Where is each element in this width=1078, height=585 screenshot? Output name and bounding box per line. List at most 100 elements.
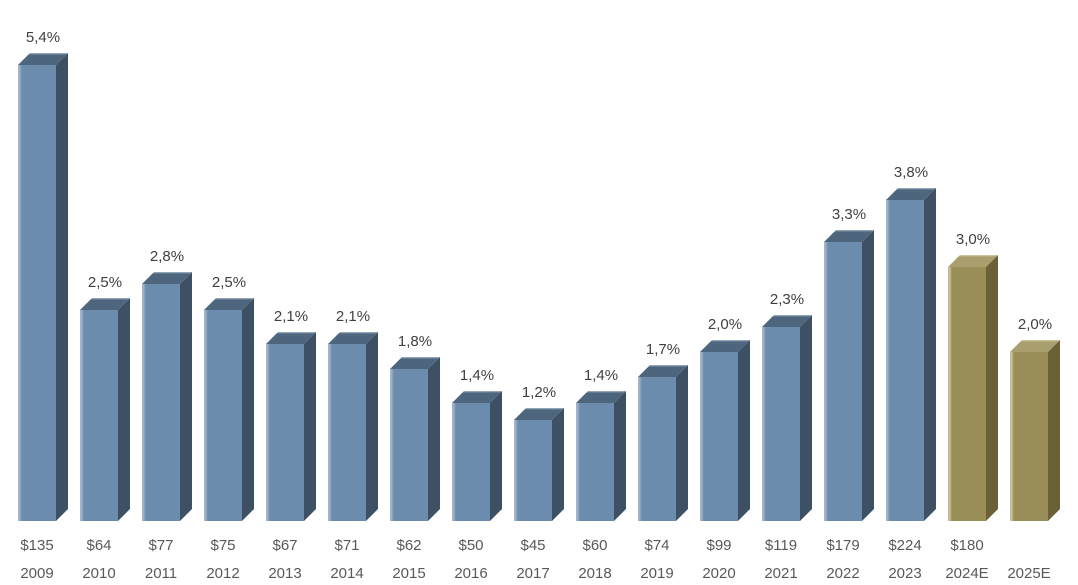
bar-3d bbox=[948, 255, 998, 521]
value-label: $135 bbox=[20, 537, 54, 554]
value-label: $74 bbox=[644, 537, 670, 554]
pct-label: 2,5% bbox=[87, 274, 123, 291]
bar-top-face bbox=[700, 340, 750, 352]
bar-top-face bbox=[824, 230, 874, 242]
pct-label: 1,2% bbox=[521, 384, 557, 401]
bar-top-face bbox=[80, 298, 130, 310]
pct-label: 3,3% bbox=[831, 206, 867, 223]
bar-side-face bbox=[986, 255, 998, 521]
year-label: 2012 bbox=[206, 565, 240, 582]
bar-3d bbox=[886, 188, 936, 521]
year-label: 2016 bbox=[454, 565, 488, 582]
year-label: 2020 bbox=[702, 565, 736, 582]
year-label: 2022 bbox=[826, 565, 860, 582]
bar-3d bbox=[390, 357, 440, 521]
bar-top-face bbox=[576, 391, 626, 403]
bar-front-face bbox=[948, 267, 986, 521]
value-label: $179 bbox=[826, 537, 860, 554]
bar-front-face bbox=[452, 403, 490, 521]
bar-top-face bbox=[514, 408, 564, 420]
bar-front-face bbox=[762, 327, 800, 521]
bar-front-face bbox=[18, 65, 56, 521]
pct-label: 2,0% bbox=[1017, 316, 1053, 333]
bar-3d bbox=[18, 53, 68, 521]
pct-label: 3,0% bbox=[955, 231, 991, 248]
year-label: 2025E bbox=[1007, 565, 1051, 582]
value-label: $60 bbox=[582, 537, 608, 554]
bar-front-face bbox=[700, 352, 738, 521]
bar-side-face bbox=[614, 391, 626, 521]
bar-side-face bbox=[56, 53, 68, 521]
bar-front-face bbox=[328, 344, 366, 521]
bar-front-face bbox=[266, 344, 304, 521]
year-label: 2011 bbox=[144, 565, 178, 582]
value-label: $50 bbox=[458, 537, 484, 554]
year-label: 2009 bbox=[20, 565, 54, 582]
value-label: $64 bbox=[86, 537, 112, 554]
bar-side-face bbox=[924, 188, 936, 521]
bar-side-face bbox=[180, 272, 192, 521]
bar-top-face bbox=[328, 332, 378, 344]
bar-3d bbox=[638, 365, 688, 521]
year-label: 2019 bbox=[640, 565, 674, 582]
pct-label: 2,5% bbox=[211, 274, 247, 291]
year-label: 2010 bbox=[82, 565, 116, 582]
value-label: $45 bbox=[520, 537, 546, 554]
bar-front-face bbox=[1010, 352, 1048, 521]
bar-side-face bbox=[738, 340, 750, 521]
value-label: $75 bbox=[210, 537, 236, 554]
year-label: 2023 bbox=[888, 565, 922, 582]
value-label: $71 bbox=[334, 537, 360, 554]
bar-top-face bbox=[886, 188, 936, 200]
bar-front-face bbox=[204, 310, 242, 521]
bar-side-face bbox=[118, 298, 130, 521]
bar-front-face bbox=[638, 377, 676, 521]
pct-label: 2,1% bbox=[273, 308, 309, 325]
bar-top-face bbox=[142, 272, 192, 284]
pct-label: 1,7% bbox=[645, 341, 681, 358]
bar-side-face bbox=[366, 332, 378, 521]
bar-front-face bbox=[576, 403, 614, 521]
year-label: 2015 bbox=[392, 565, 426, 582]
bar-front-face bbox=[514, 420, 552, 521]
value-label: $62 bbox=[396, 537, 422, 554]
bar-front-face bbox=[824, 242, 862, 521]
bar-side-face bbox=[490, 391, 502, 521]
bar-side-face bbox=[304, 332, 316, 521]
year-label: 2021 bbox=[764, 565, 798, 582]
bar-3d bbox=[328, 332, 378, 521]
year-label: 2024E bbox=[945, 565, 989, 582]
year-label: 2013 bbox=[268, 565, 302, 582]
bar-side-face bbox=[862, 230, 874, 521]
year-label: 2017 bbox=[516, 565, 550, 582]
bar-top-face bbox=[1010, 340, 1060, 352]
bar-3d bbox=[452, 391, 502, 521]
bar-3d bbox=[80, 298, 130, 521]
value-label: $119 bbox=[764, 537, 798, 554]
bar-top-face bbox=[452, 391, 502, 403]
bar-top-face bbox=[18, 53, 68, 65]
pct-label: 2,3% bbox=[769, 291, 805, 308]
bar-side-face bbox=[428, 357, 440, 521]
pct-label: 1,4% bbox=[583, 367, 619, 384]
bar-top-face bbox=[390, 357, 440, 369]
value-label: $67 bbox=[272, 537, 298, 554]
bar-3d bbox=[142, 272, 192, 521]
bar-side-face bbox=[242, 298, 254, 521]
value-label: $99 bbox=[706, 537, 732, 554]
bar-front-face bbox=[80, 310, 118, 521]
bar-front-face bbox=[142, 284, 180, 521]
bar-3d bbox=[514, 408, 564, 521]
value-label: $77 bbox=[148, 537, 174, 554]
value-label: $180 bbox=[950, 537, 984, 554]
bar-3d bbox=[824, 230, 874, 521]
bar-side-face bbox=[676, 365, 688, 521]
year-label: 2014 bbox=[330, 565, 364, 582]
bar-top-face bbox=[948, 255, 998, 267]
bar-side-face bbox=[800, 315, 812, 521]
pct-label: 2,8% bbox=[149, 248, 185, 265]
bar-3d bbox=[1010, 340, 1060, 521]
pct-label: 1,4% bbox=[459, 367, 495, 384]
bar-top-face bbox=[204, 298, 254, 310]
